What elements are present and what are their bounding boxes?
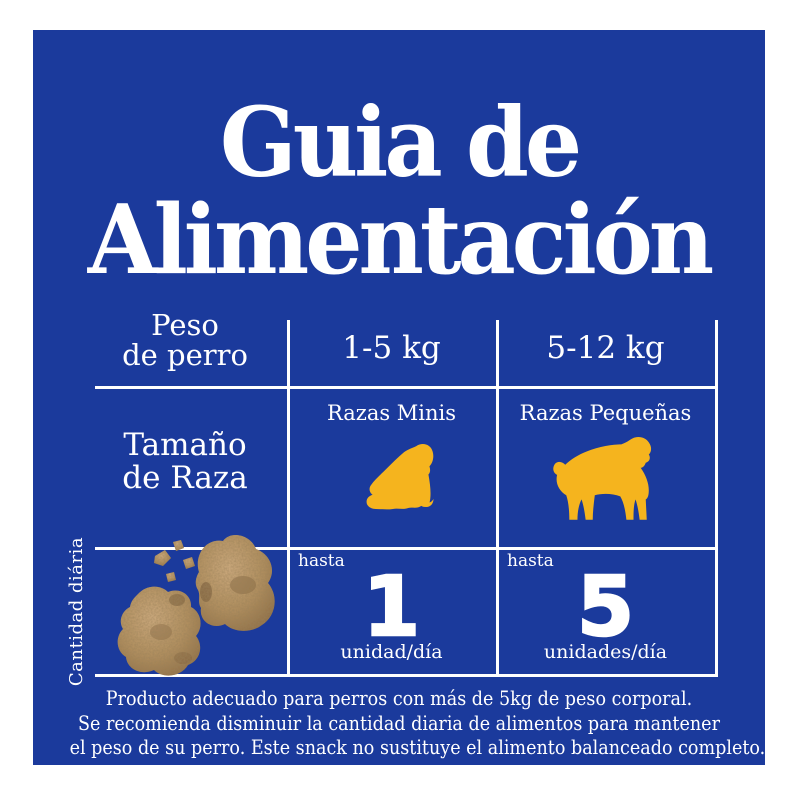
breed-name-pequenas: Razas Pequeñas bbox=[519, 401, 692, 425]
daily-quantity-label-text: Cantidad diária bbox=[66, 536, 88, 686]
daily-quantity-unit-pequenas: unidades/día bbox=[543, 641, 668, 663]
guide-title-line-1: Guia de bbox=[219, 86, 582, 199]
table-grid-line-horizontal-3 bbox=[95, 674, 718, 677]
weight-range-minis: 1-5 kg bbox=[342, 330, 441, 366]
small-dog-icon bbox=[366, 444, 434, 510]
large-dog-icon bbox=[553, 437, 652, 520]
size-row-label: Tamaño de Raza bbox=[70, 429, 300, 495]
guide-title: Guia de Alimentación bbox=[33, 94, 765, 289]
daily-quantity-prefix-minis: hasta bbox=[298, 551, 345, 571]
footnote-line-2: Se recomienda disminuir la cantidad diar… bbox=[78, 711, 720, 735]
daily-quantity-value-pequenas: 5 bbox=[576, 560, 636, 655]
table-grid-line-horizontal-2 bbox=[95, 547, 718, 550]
table-grid-line-vertical-1 bbox=[287, 320, 290, 677]
footnote: Producto adecuado para perros con más de… bbox=[69, 687, 765, 761]
daily-quantity-prefix-pequenas: hasta bbox=[507, 551, 554, 571]
size-label-line-1: Tamaño bbox=[123, 427, 247, 463]
breed-name-minis: Razas Minis bbox=[326, 401, 457, 425]
daily-quantity-unit-minis: unidad/día bbox=[340, 641, 443, 663]
feeding-guide-panel: Guia de Alimentación Peso de perro 1-5 k… bbox=[33, 30, 765, 765]
size-label-line-2: de Raza bbox=[122, 460, 248, 496]
dog-treats-icon bbox=[117, 535, 275, 676]
daily-quantity-value-minis: 1 bbox=[362, 560, 422, 655]
table-grid-line-vertical-3 bbox=[715, 320, 718, 677]
weight-label-line-2: de perro bbox=[122, 338, 248, 372]
table-grid-line-horizontal-1 bbox=[95, 386, 718, 389]
footnote-line-3: el peso de su perro. Este snack no susti… bbox=[69, 736, 765, 759]
footnote-line-1: Producto adecuado para perros con más de… bbox=[105, 687, 693, 710]
weight-range-pequenas: 5-12 kg bbox=[546, 330, 665, 366]
table-grid-line-vertical-2 bbox=[496, 320, 499, 677]
guide-title-line-2: Alimentación bbox=[87, 184, 714, 297]
weight-label-line-1: Peso bbox=[151, 308, 219, 342]
weight-row-label: Peso de perro bbox=[70, 310, 300, 370]
